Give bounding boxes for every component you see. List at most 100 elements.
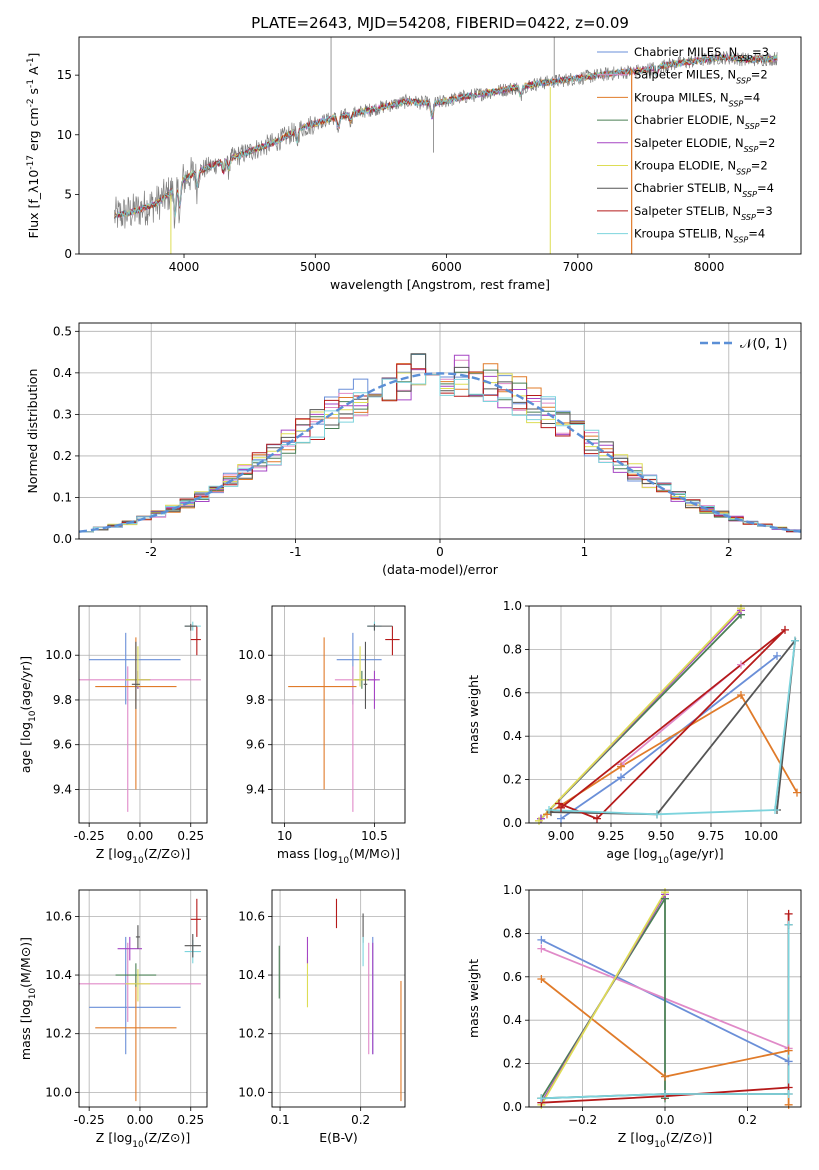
axes-frame	[78, 605, 208, 824]
x-axis-label: (data-model)/error	[382, 562, 499, 577]
age-vs-metallicity-panel: -0.25 0.00 0.25 9.4 9.6 9.8 10.0 Z [log10(Z/Z⊙)…	[18, 605, 208, 866]
y-axis-label: mass weight	[466, 959, 481, 1038]
mass-weight-marker-8	[791, 636, 799, 645]
y-tick-label: 0.0	[53, 532, 72, 546]
x-axis-label: mass [log10(M/M⊙)]	[277, 846, 400, 866]
mass-weight-marker-2	[793, 788, 801, 797]
x-tick-label: −0.2	[568, 1113, 597, 1127]
x-tick-label: -0.25	[74, 829, 105, 843]
x-tick-label: 0.00	[127, 829, 154, 843]
y-tick-label: 0.2	[503, 1057, 522, 1071]
plot-area	[288, 621, 400, 812]
plot-area	[79, 898, 201, 1102]
mass-weight-marker-7	[784, 909, 793, 918]
y-axis-label: mass [log10(M/M⊙)]	[18, 937, 38, 1060]
plot-area	[79, 353, 801, 533]
axes-frame	[271, 605, 406, 824]
mass-weight-vs-age-panel: 9.00 9.25 9.50 9.75 10.00 0.0 0.2 0.4 0.6 0.8 1.0 a…	[466, 599, 802, 866]
x-tick-label: 9.75	[698, 829, 725, 843]
legend-label: Salpeter ELODIE, NSSP=2	[634, 136, 775, 154]
y-tick-label: 9.4	[246, 782, 265, 796]
y-axis-label: mass weight	[466, 675, 481, 754]
x-tick-label: 4000	[169, 260, 200, 274]
y-tick-label: 0.2	[503, 773, 522, 787]
mass-weight-marker-0	[617, 773, 625, 782]
y-tick-label: 10.0	[238, 1085, 265, 1099]
plot-area	[540, 891, 790, 1106]
mass-vs-metallicity-panel: -0.25 0.00 0.25 10.0 10.2 10.4 10.6 Z [log10(Z/…	[18, 889, 208, 1150]
y-tick-label: 0.8	[503, 926, 522, 940]
y-tick-label: 0.4	[53, 366, 72, 380]
y-tick-label: 0.2	[53, 449, 72, 463]
histogram-step-8	[79, 373, 801, 533]
mass-weight-marker-8	[771, 805, 779, 814]
x-tick-label: 0.25	[177, 829, 204, 843]
x-axis-label: wavelength [Angstrom, rest frame]	[330, 277, 550, 292]
mass-weight-marker-7	[557, 803, 565, 812]
y-tick-label: 0.5	[53, 324, 72, 338]
y-tick-label: 0.3	[53, 407, 72, 421]
mass-weight-marker-1	[737, 660, 745, 669]
y-tick-label: 0.1	[53, 490, 72, 504]
y-tick-label: 0	[64, 247, 72, 261]
y-tick-label: 10.2	[238, 1027, 265, 1041]
mass-weight-marker-0	[784, 1057, 793, 1066]
y-tick-label: 1.0	[503, 883, 522, 897]
x-tick-label: 0	[436, 545, 444, 559]
x-axis-label: Z [log10(Z/Z⊙)]	[96, 1130, 190, 1150]
x-tick-label: 9.50	[648, 829, 675, 843]
x-tick-label: 0.00	[127, 1113, 154, 1127]
plot-area	[79, 621, 201, 812]
reference-legend-label: 𝒩(0, 1)	[740, 337, 787, 352]
y-tick-label: 10.2	[45, 1027, 72, 1041]
mass-weight-marker-2	[784, 1046, 793, 1055]
y-tick-label: 0.0	[503, 816, 522, 830]
y-tick-label: 9.6	[53, 738, 72, 752]
y-tick-label: 10.0	[45, 1085, 72, 1099]
x-tick-label: 0.2	[351, 1113, 370, 1127]
mass-weight-marker-8	[653, 810, 661, 819]
mass-weight-marker-2	[737, 690, 745, 699]
legend-label: Salpeter STELIB, NSSP=3	[634, 204, 773, 222]
y-tick-label: 10.4	[45, 968, 72, 982]
plot-area	[538, 607, 798, 822]
y-tick-label: 9.4	[53, 782, 72, 796]
x-tick-label: 5000	[300, 260, 331, 274]
plot-area	[278, 898, 402, 1102]
mass-weight-marker-8	[661, 1089, 669, 1098]
axes-frame	[78, 889, 208, 1108]
x-tick-label: 0.25	[177, 1113, 204, 1127]
mass-weight-marker-7	[593, 814, 601, 823]
mass-weight-line-5	[540, 891, 666, 1106]
axes-frame	[78, 322, 802, 540]
plot-area	[113, 37, 778, 254]
mass-weight-marker-7	[555, 799, 563, 808]
y-tick-label: 0.6	[503, 970, 522, 984]
x-tick-label: 9.00	[548, 829, 575, 843]
mass-weight-marker-2	[661, 1072, 669, 1081]
figure-title: PLATE=2643, MJD=54208, FIBERID=0422, z=0…	[251, 14, 629, 32]
y-axis-label: age [log10(age/yr)]	[18, 656, 38, 773]
y-tick-label: 0.0	[503, 1100, 522, 1114]
mass-weight-line-8	[548, 640, 796, 816]
residual-histogram-panel: -2 -1 0 1 2 0.0 0.1 0.2 0.3 0.4 0.5 (data-model)/er…	[25, 322, 802, 577]
y-tick-label: 10	[57, 128, 72, 142]
y-tick-label: 5	[64, 187, 72, 201]
axes-frame	[271, 889, 406, 1108]
y-tick-label: 0.4	[503, 729, 522, 743]
x-tick-label: -0.25	[74, 1113, 105, 1127]
legend-label: Chabrier MILES, NSSP=3	[634, 45, 769, 63]
legend-label: Kroupa MILES, NSSP=4	[634, 90, 760, 108]
mass-weight-line-6	[550, 637, 797, 816]
mass-weight-marker-8	[784, 920, 793, 929]
axes-frame	[528, 605, 802, 824]
x-tick-label: 10.5	[361, 829, 388, 843]
y-tick-label: 10.0	[45, 648, 72, 662]
mass-weight-marker-0	[537, 935, 546, 944]
mass-weight-vs-metallicity-panel: −0.2 0.0 0.2 0.0 0.2 0.4 0.6 0.8 1.0 Z [log10(Z/Z…	[466, 883, 802, 1150]
x-tick-label: -2	[145, 545, 157, 559]
mass-weight-marker-8	[784, 1089, 793, 1098]
y-tick-label: 10.0	[238, 648, 265, 662]
x-tick-label: -1	[290, 545, 302, 559]
